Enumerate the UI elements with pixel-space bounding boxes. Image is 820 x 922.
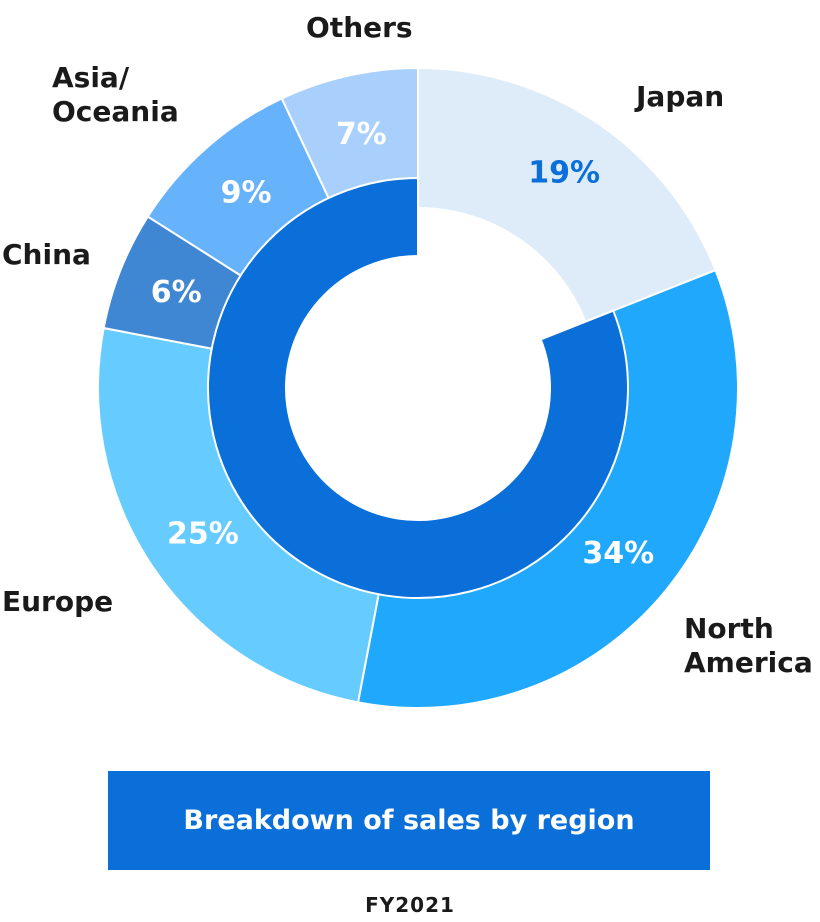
category-label: Asia/ Oceania — [52, 61, 179, 128]
inner-ring-arc — [207, 176, 629, 599]
chart-slices — [97, 66, 739, 709]
data-label: 6% — [151, 275, 202, 310]
pie-slice — [417, 66, 717, 324]
chart-title-banner: Breakdown of sales by region — [108, 771, 710, 870]
category-label: Japan — [636, 80, 725, 113]
chart-value-labels: 19% 34% 25% 6% 9% 7% — [151, 117, 654, 571]
category-label: Europe — [2, 585, 114, 618]
inner-ring — [207, 176, 629, 599]
chart-title: Breakdown of sales by region — [183, 805, 635, 836]
category-label: China — [2, 238, 91, 271]
data-label: 25% — [167, 517, 239, 552]
data-label: 7% — [336, 117, 387, 152]
data-label: 9% — [221, 175, 272, 210]
category-label: North America — [684, 612, 813, 679]
data-label: 19% — [528, 155, 600, 190]
category-label: Others — [306, 11, 413, 44]
chart-subtitle: FY2021 — [365, 893, 455, 917]
data-label: 34% — [582, 536, 654, 571]
